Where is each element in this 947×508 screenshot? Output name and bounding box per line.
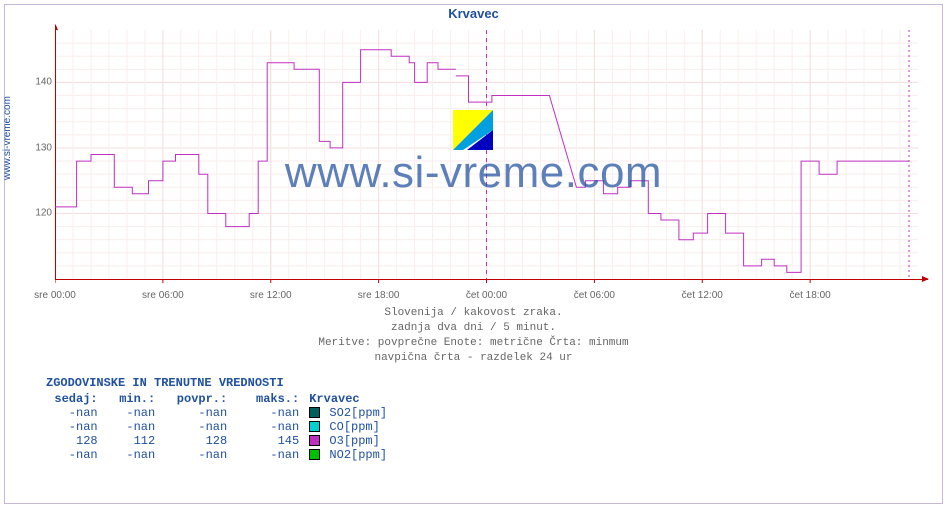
chart-title: Krvavec <box>0 6 947 21</box>
series-swatch-icon <box>309 449 320 460</box>
series-label: O3[ppm] <box>322 434 380 448</box>
stats-col-header: Krvavec <box>305 392 406 406</box>
stats-table: sedaj:min.:povpr.:maks.:Krvavec -nan-nan… <box>46 392 406 462</box>
caption-line: navpična črta - razdelek 24 ur <box>0 351 947 366</box>
stats-series-cell: CO[ppm] <box>305 420 406 434</box>
stats-cell: -nan <box>161 420 233 434</box>
x-tick-label: čet 12:00 <box>682 290 723 301</box>
stats-cell: -nan <box>46 420 104 434</box>
series-swatch-icon <box>309 435 320 446</box>
stats-row: -nan-nan-nan-nan NO2[ppm] <box>46 448 406 462</box>
y-tick-label: 130 <box>30 142 52 153</box>
stats-cell: -nan <box>46 448 104 462</box>
caption-line: Slovenija / kakovost zraka. <box>0 306 947 321</box>
caption-line: zadnja dva dni / 5 minut. <box>0 321 947 336</box>
series-label: SO2[ppm] <box>322 406 387 420</box>
stats-cell: -nan <box>161 448 233 462</box>
stats-row: -nan-nan-nan-nan CO[ppm] <box>46 420 406 434</box>
x-tick-label: čet 18:00 <box>790 290 831 301</box>
caption-line: Meritve: povprečne Enote: metrične Črta:… <box>0 336 947 351</box>
x-tick-label: sre 18:00 <box>358 290 400 301</box>
stats-title: ZGODOVINSKE IN TRENUTNE VREDNOSTI <box>46 376 406 390</box>
stats-cell: 128 <box>161 434 233 448</box>
stats-cell: -nan <box>104 448 162 462</box>
y-tick-label: 140 <box>30 77 52 88</box>
chart-caption: Slovenija / kakovost zraka. zadnja dva d… <box>0 306 947 365</box>
stats-series-cell: SO2[ppm] <box>305 406 406 420</box>
x-tick-label: sre 06:00 <box>142 290 184 301</box>
stats-block: ZGODOVINSKE IN TRENUTNE VREDNOSTI sedaj:… <box>46 376 406 462</box>
stats-cell: -nan <box>233 448 305 462</box>
x-tick-label: sre 00:00 <box>34 290 76 301</box>
stats-cell: 145 <box>233 434 305 448</box>
stats-series-cell: NO2[ppm] <box>305 448 406 462</box>
stats-cell: -nan <box>104 420 162 434</box>
series-label: NO2[ppm] <box>322 448 387 462</box>
stats-cell: -nan <box>104 406 162 420</box>
stats-cell: -nan <box>46 406 104 420</box>
series-label: CO[ppm] <box>322 420 380 434</box>
stats-cell: 112 <box>104 434 162 448</box>
stats-col-header: sedaj: <box>46 392 104 406</box>
series-swatch-icon <box>309 407 320 418</box>
chart-plot <box>55 24 930 285</box>
x-tick-label: čet 00:00 <box>466 290 507 301</box>
stats-col-header: povpr.: <box>161 392 233 406</box>
stats-row: -nan-nan-nan-nan SO2[ppm] <box>46 406 406 420</box>
stats-row: 128112128145 O3[ppm] <box>46 434 406 448</box>
stats-cell: -nan <box>161 406 233 420</box>
stats-cell: -nan <box>233 406 305 420</box>
stats-cell: 128 <box>46 434 104 448</box>
stats-col-header: maks.: <box>233 392 305 406</box>
stats-series-cell: O3[ppm] <box>305 434 406 448</box>
stats-cell: -nan <box>233 420 305 434</box>
x-tick-label: čet 06:00 <box>574 290 615 301</box>
side-label: www.si-vreme.com <box>2 96 13 180</box>
series-swatch-icon <box>309 421 320 432</box>
stats-header-row: sedaj:min.:povpr.:maks.:Krvavec <box>46 392 406 406</box>
x-tick-label: sre 12:00 <box>250 290 292 301</box>
stats-col-header: min.: <box>104 392 162 406</box>
y-tick-label: 120 <box>30 208 52 219</box>
